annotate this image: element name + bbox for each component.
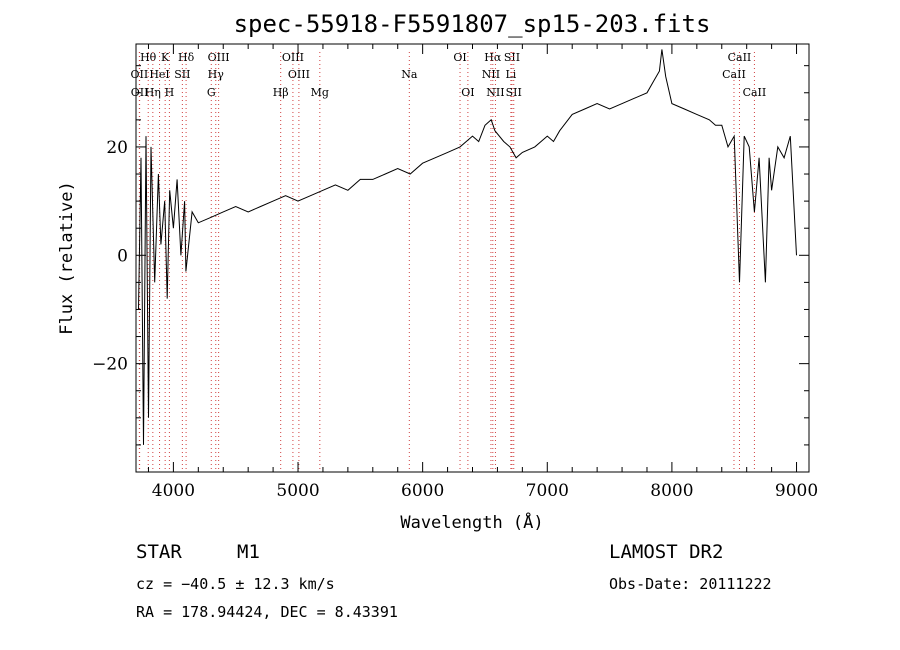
chart-title: spec-55918-F5591807_sp15-203.fits: [234, 10, 711, 38]
line-marker-label: HeI: [149, 68, 169, 81]
x-axis-label: Wavelength (Å): [400, 511, 543, 533]
line-marker-label: CaII: [728, 51, 752, 64]
line-marker-label: Hη: [145, 86, 161, 99]
y-axis-label: Flux (relative): [57, 181, 77, 335]
survey-name: LAMOST DR2: [609, 541, 724, 563]
line-marker-label: OIII: [288, 68, 310, 81]
x-tick-label: 4000: [152, 481, 195, 501]
line-marker-label: NII: [482, 68, 500, 81]
plot-frame: [135, 43, 810, 473]
y-tick-label: −20: [92, 355, 128, 375]
line-marker-label: OII: [131, 68, 149, 81]
line-marker-label: Hα: [484, 51, 502, 64]
line-marker-label: OIII: [282, 51, 304, 64]
line-marker-label: Hθ: [140, 51, 157, 64]
y-tick-label: 20: [106, 138, 128, 158]
line-marker-label: Hδ: [178, 51, 195, 64]
observation-date: Obs-Date: 20111222: [609, 575, 772, 593]
x-axis-ticks: 4000 5000 6000 7000 8000 9000: [147, 44, 818, 501]
line-marker-label: OIII: [208, 51, 230, 64]
line-marker-label: NII: [486, 86, 504, 99]
line-marker-label: SII: [504, 51, 520, 64]
line-marker-label: CaII: [722, 68, 746, 81]
y-axis-ticks: −20 0 20: [92, 65, 809, 446]
line-marker-label: Na: [401, 68, 418, 81]
line-marker-label: Hβ: [273, 86, 289, 99]
redshift-velocity: cz = −40.5 ± 12.3 km/s: [136, 575, 335, 593]
line-marker-label: SII: [506, 86, 522, 99]
line-marker-label: Li: [505, 68, 516, 81]
line-marker-label: Hγ: [208, 68, 225, 81]
x-tick-label: 9000: [775, 481, 818, 501]
line-marker-label: OI: [453, 51, 466, 64]
x-tick-label: 6000: [401, 481, 444, 501]
line-marker-label: SII: [174, 68, 190, 81]
object-subclass: M1: [237, 541, 260, 563]
line-marker-label: CaII: [743, 86, 767, 99]
y-tick-label: 0: [117, 246, 128, 266]
line-marker-label: K: [161, 51, 170, 64]
object-class: STAR: [136, 541, 182, 563]
line-marker-label: H: [165, 86, 175, 99]
spectrum-line: [138, 49, 797, 445]
x-tick-label: 5000: [276, 481, 319, 501]
x-tick-label: 8000: [650, 481, 693, 501]
line-marker-label: OI: [461, 86, 474, 99]
sky-coordinates: RA = 178.94424, DEC = 8.43391: [136, 603, 398, 621]
line-marker-label: G: [207, 86, 216, 99]
x-tick-label: 7000: [526, 481, 569, 501]
line-marker-label: Mg: [311, 86, 329, 99]
